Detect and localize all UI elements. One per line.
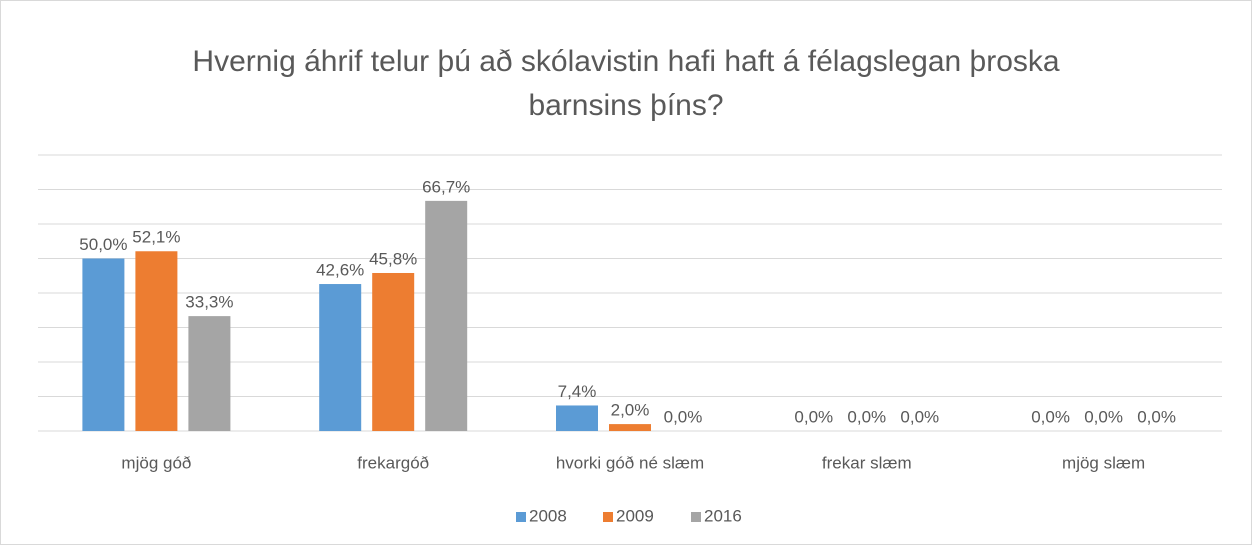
legend-label: 2016 xyxy=(704,506,742,525)
data-label: 0,0% xyxy=(1084,407,1123,426)
bar xyxy=(425,200,468,431)
x-tick-label: mjög góð xyxy=(121,453,191,472)
bar xyxy=(319,284,362,431)
bar xyxy=(135,251,178,431)
data-label: 66,7% xyxy=(422,177,470,196)
bar xyxy=(82,258,125,431)
chart-title: Hvernig áhrif telur þú að skólavistin ha… xyxy=(192,45,1060,122)
data-label: 45,8% xyxy=(369,249,417,268)
x-tick-label: mjög slæm xyxy=(1062,453,1145,472)
legend-swatch xyxy=(691,512,701,522)
legend-swatch xyxy=(603,512,613,522)
data-label: 50,0% xyxy=(79,235,127,254)
data-label: 2,0% xyxy=(611,401,650,420)
data-label: 7,4% xyxy=(558,382,597,401)
data-label: 52,1% xyxy=(132,228,180,247)
x-tick-label: frekar slæm xyxy=(822,453,912,472)
legend-label: 2009 xyxy=(616,506,654,525)
data-label: 0,0% xyxy=(664,407,703,426)
bar xyxy=(609,424,651,431)
data-label: 0,0% xyxy=(1031,407,1070,426)
x-tick-label: hvorki góð né slæm xyxy=(556,453,704,472)
legend-label: 2008 xyxy=(529,506,567,525)
bar xyxy=(372,272,415,431)
x-tick-label: frekargóð xyxy=(357,453,429,472)
data-label: 33,3% xyxy=(185,293,233,312)
legend-swatch xyxy=(516,512,526,522)
data-label: 42,6% xyxy=(316,261,364,280)
bar xyxy=(188,316,231,431)
data-label: 0,0% xyxy=(794,407,833,426)
bar xyxy=(556,405,598,431)
data-label: 0,0% xyxy=(1137,407,1176,426)
data-label: 0,0% xyxy=(900,407,939,426)
data-label: 0,0% xyxy=(847,407,886,426)
